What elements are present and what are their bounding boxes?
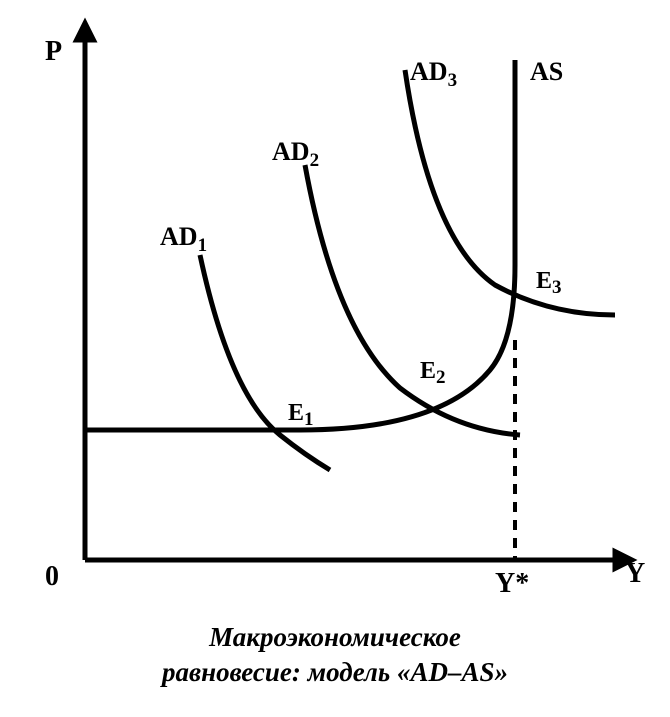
AD1-curve — [200, 255, 330, 470]
caption-line2: равновесие: модель «AD–AS» — [162, 657, 508, 687]
origin-label: 0 — [45, 561, 59, 592]
caption: Макроэкономическое равновесие: модель «A… — [0, 620, 670, 690]
x-axis-label: Y — [625, 558, 645, 589]
E1-label: E1 — [288, 400, 314, 430]
E3-label: E3 — [536, 268, 562, 298]
diagram-container: P Y 0 Y* AD1 AD2 AD3 AS E1 E2 E3 Макроэкономическо… — [0, 0, 670, 717]
ad-as-chart: P Y 0 Y* AD1 AD2 AD3 AS E1 E2 E3 — [0, 0, 670, 620]
ad1-label: AD1 — [160, 222, 207, 256]
y-star-label: Y* — [495, 568, 529, 599]
y-axis-label: P — [45, 36, 62, 67]
ad3-label: AD3 — [410, 57, 457, 91]
E2-label: E2 — [420, 358, 446, 388]
caption-line1: Макроэкономическое — [209, 622, 461, 652]
as-label: AS — [530, 57, 563, 86]
as-curve — [85, 60, 515, 430]
ad2-label: AD2 — [272, 137, 319, 171]
AD3-curve — [405, 70, 615, 315]
AD2-curve — [305, 165, 520, 435]
